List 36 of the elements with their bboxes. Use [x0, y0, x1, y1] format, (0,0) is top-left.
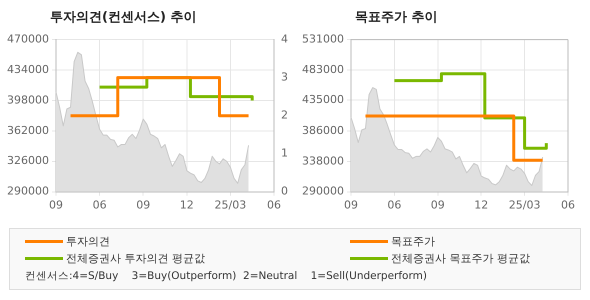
legend-label: 전체증권사 투자의견 평균값 [66, 252, 205, 265]
y-tick-label: 483000 [302, 62, 344, 76]
x-tick-label: 06 [92, 198, 107, 212]
x-tick-label: 09 [344, 198, 358, 212]
y-tick-label: 386000 [302, 124, 344, 138]
x-tick-label: 09 [48, 198, 63, 212]
text: 컨센서스:4=S/Buy 3=Buy(Outperform) 2=Neutral 1=Sell(Underperform) [25, 269, 427, 283]
x-tick-label: 06 [387, 198, 402, 212]
y2-tick-label: 0 [281, 184, 288, 198]
y-tick-label: 470000 [6, 32, 49, 46]
y-tick-label: 290000 [6, 184, 49, 198]
chart-title: 목표주가 추이 [355, 9, 438, 26]
x-tick-label: 09 [136, 198, 150, 212]
y-tick-label: 398000 [6, 93, 49, 106]
x-tick-label: 09 [430, 198, 445, 212]
y2-tick-label: 1 [281, 146, 288, 160]
x-tick-label: 06 [267, 198, 281, 212]
x-tick-label: 25/03 [508, 198, 540, 212]
y-tick-label: 362000 [6, 124, 49, 137]
y2-tick-label: 2 [281, 108, 288, 122]
x-tick-label: 25/03 [214, 198, 246, 212]
legend-label: 투자의견 [66, 235, 110, 248]
y-tick-label: 326000 [6, 154, 49, 168]
y2-tick-label: 3 [281, 70, 288, 84]
chart-title: 투자의견(컨센서스) 추이 [50, 9, 196, 26]
x-tick-label: 12 [180, 198, 194, 212]
y-tick-label: 290000 [302, 184, 344, 198]
legend-label: 목표주가 [391, 235, 435, 248]
y-tick-label: 338000 [302, 154, 344, 168]
y-tick-label: 531000 [302, 32, 344, 46]
x-tick-label: 06 [561, 198, 575, 212]
y2-tick-label: 4 [281, 32, 288, 46]
y-tick-label: 435000 [302, 93, 344, 106]
y-tick-label: 434000 [6, 62, 49, 76]
legend-label: 전체증권사 목표주가 평균값 [391, 252, 530, 265]
x-tick-label: 12 [474, 198, 488, 212]
